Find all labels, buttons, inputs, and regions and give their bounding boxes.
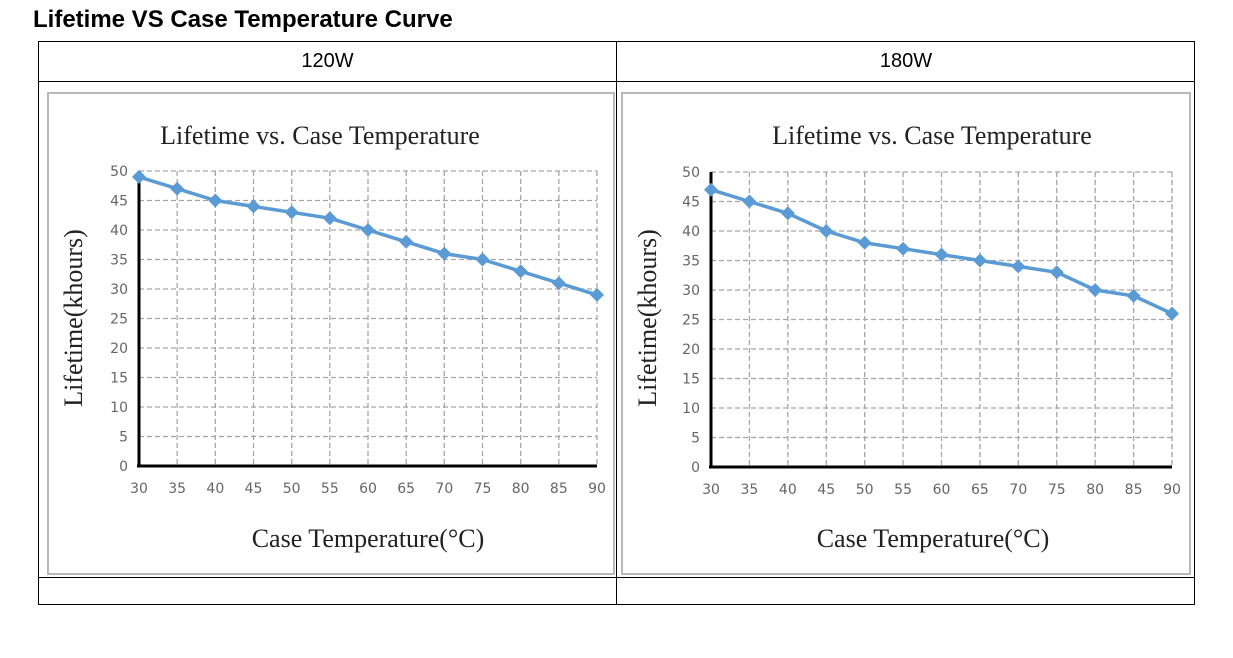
y-tick-label: 15 <box>110 371 128 387</box>
x-tick-label: 85 <box>550 481 568 497</box>
x-tick-label: 50 <box>283 481 301 497</box>
x-tick-label: 60 <box>933 482 951 498</box>
data-point-marker <box>742 194 757 209</box>
x-tick-label: 65 <box>971 482 989 498</box>
tick-labels: 0 5 10 15 20 25 30 35 40 45 50 30 35 40 45 50 55 60 65 70 75… <box>110 164 606 497</box>
y-tick-label: 20 <box>110 341 128 357</box>
x-tick-label: 70 <box>435 481 453 497</box>
x-tick-label: 55 <box>894 482 912 498</box>
x-tick-label: 45 <box>245 481 263 497</box>
data-point-marker <box>361 223 375 237</box>
x-tick-label: 60 <box>359 481 377 497</box>
data-point-marker <box>590 287 604 302</box>
y-tick-label: 30 <box>682 283 700 299</box>
x-tick-label: 50 <box>856 482 874 498</box>
data-point-marker <box>246 199 261 214</box>
grid <box>137 170 598 468</box>
data-point-marker <box>322 211 337 226</box>
x-tick-label: 70 <box>1009 482 1027 498</box>
data-point-marker <box>704 182 718 197</box>
data-point-marker <box>896 241 911 256</box>
data-point-marker <box>132 169 146 184</box>
data-point-marker <box>1011 259 1026 274</box>
data-point-marker <box>284 205 299 220</box>
x-tick-label: 30 <box>702 482 720 498</box>
x-tick-label: 75 <box>474 481 492 497</box>
y-tick-label: 45 <box>682 195 700 211</box>
x-tick-label: 35 <box>168 481 186 497</box>
spec-table: 120W 180W <box>38 41 1195 605</box>
data-point-marker <box>780 206 795 221</box>
chart-180w-svg: Lifetime vs. Case Temperature 0 5 10 15 20 25… <box>633 121 1181 553</box>
y-tick-label: 25 <box>110 312 128 328</box>
y-tick-label: 15 <box>682 372 700 388</box>
data-point-marker <box>934 247 949 262</box>
data-point-marker <box>819 224 834 238</box>
data-point-marker <box>1049 265 1064 280</box>
y-tick-label: 35 <box>682 254 700 270</box>
y-tick-label: 5 <box>691 431 700 447</box>
y-axis-label: Lifetime(khours) <box>633 229 662 407</box>
y-tick-label: 5 <box>119 430 128 446</box>
column-header-180w: 180W <box>879 50 933 72</box>
series-layer <box>132 169 604 302</box>
data-point-marker <box>972 253 987 268</box>
y-tick-label: 50 <box>682 165 700 181</box>
x-tick-label: 80 <box>512 481 530 497</box>
data-point-marker <box>551 276 566 291</box>
y-tick-label: 0 <box>691 460 700 476</box>
bottom-row-divider <box>39 577 1194 578</box>
data-point-marker <box>1165 306 1179 321</box>
data-point-marker <box>513 264 528 279</box>
x-tick-label: 40 <box>206 481 224 497</box>
y-tick-label: 0 <box>119 459 128 475</box>
y-tick-label: 25 <box>682 313 700 329</box>
y-tick-label: 10 <box>682 401 700 417</box>
x-tick-label: 75 <box>1048 482 1066 498</box>
y-tick-label: 40 <box>682 224 700 240</box>
chart-120w: Lifetime vs. Case Temperature 0 5 10 15 20 25… <box>47 92 615 575</box>
data-point-marker <box>1088 283 1103 297</box>
y-tick-label: 50 <box>110 164 128 180</box>
data-point-marker <box>437 246 452 261</box>
x-tick-label: 90 <box>1163 482 1181 498</box>
x-tick-label: 45 <box>817 482 835 498</box>
y-tick-label: 40 <box>110 223 128 239</box>
data-point-marker <box>170 181 185 196</box>
data-point-marker <box>1126 288 1141 303</box>
data-point-marker <box>399 234 414 249</box>
y-tick-label: 45 <box>110 194 128 210</box>
x-tick-label: 80 <box>1086 482 1104 498</box>
data-point-marker <box>208 193 223 208</box>
x-tick-label: 40 <box>779 482 797 498</box>
x-axis-label: Case Temperature(°C) <box>817 524 1050 553</box>
series-layer <box>704 182 1179 321</box>
x-tick-label: 35 <box>741 482 759 498</box>
y-tick-label: 10 <box>110 400 128 416</box>
chart-120w-svg: Lifetime vs. Case Temperature 0 5 10 15 20 25… <box>59 121 606 553</box>
column-header-120w: 120W <box>301 50 354 72</box>
y-axis-label: Lifetime(khours) <box>59 229 88 407</box>
x-tick-label: 55 <box>321 481 339 497</box>
y-tick-label: 30 <box>110 282 128 298</box>
x-axis-label: Case Temperature(°C) <box>252 524 485 553</box>
y-tick-label: 35 <box>110 253 128 269</box>
tick-labels: 0 5 10 15 20 25 30 35 40 45 50 30 35 40 45 50 55 60 65 70 75… <box>682 165 1181 498</box>
x-tick-label: 65 <box>397 481 415 497</box>
grid <box>709 171 1173 469</box>
column-divider <box>616 42 617 604</box>
chart-title: Lifetime vs. Case Temperature <box>160 121 480 150</box>
chart-180w: Lifetime vs. Case Temperature 0 5 10 15 20 25… <box>621 92 1191 575</box>
x-tick-label: 30 <box>130 481 148 497</box>
x-tick-label: 85 <box>1125 482 1143 498</box>
data-point-marker <box>857 235 872 250</box>
page-heading: Lifetime VS Case Temperature Curve <box>33 6 453 33</box>
x-tick-label: 90 <box>588 481 606 497</box>
data-point-marker <box>475 252 490 267</box>
chart-title: Lifetime vs. Case Temperature <box>772 121 1092 150</box>
y-tick-label: 20 <box>682 342 700 358</box>
